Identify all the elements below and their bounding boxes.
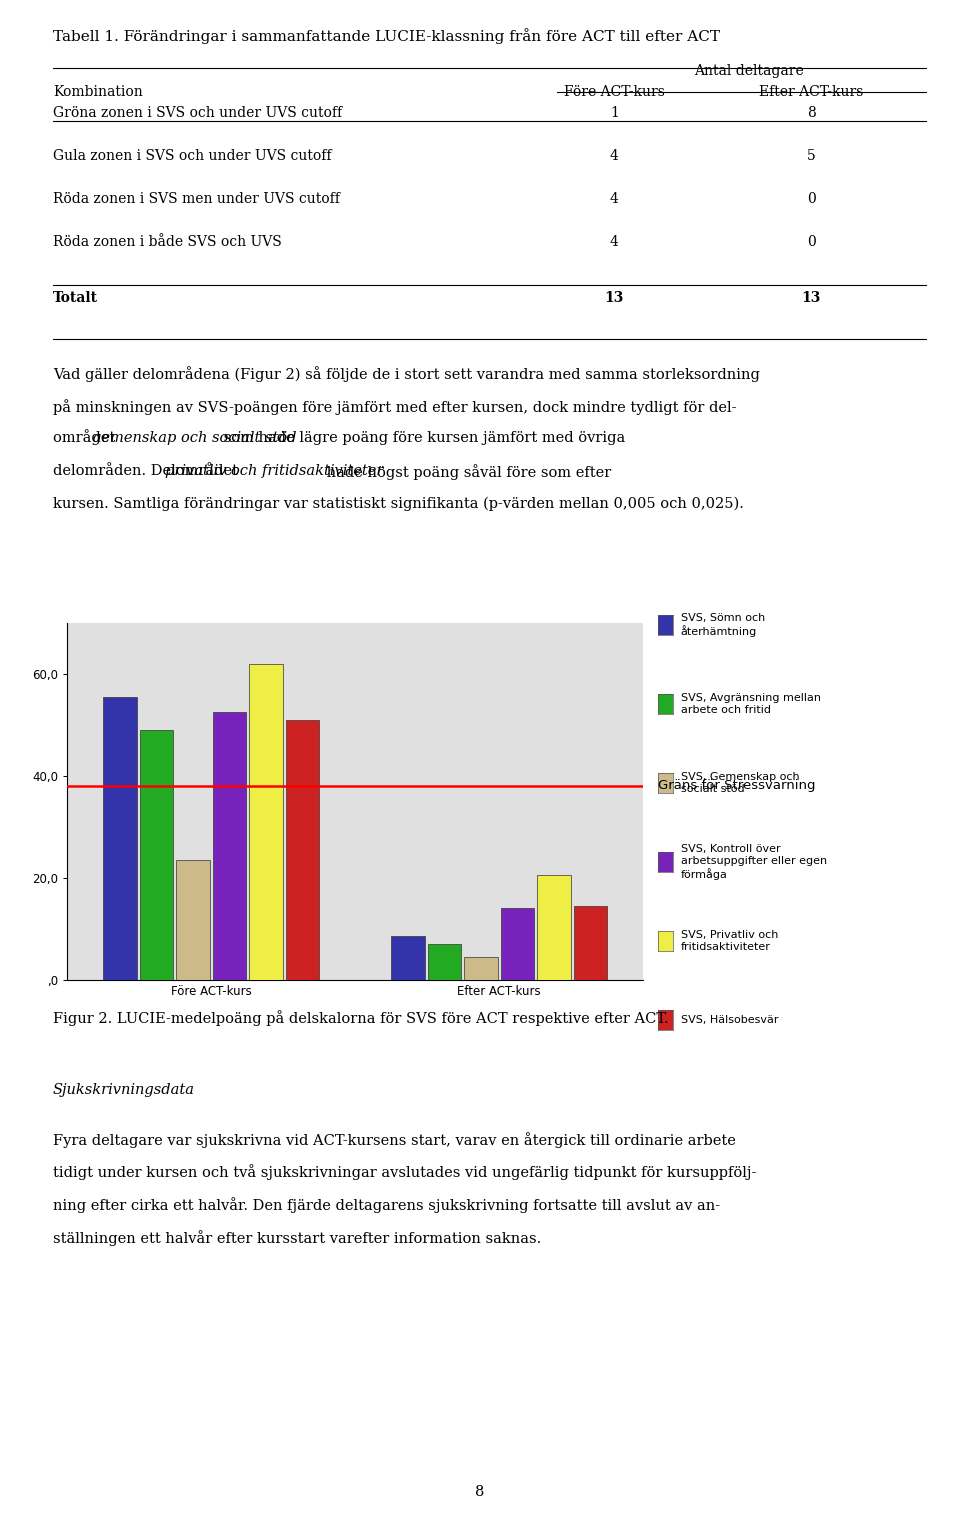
Text: 8: 8 bbox=[806, 106, 816, 120]
Text: Vad gäller delområdena (Figur 2) så följde de i stort sett varandra med samma st: Vad gäller delområdena (Figur 2) så följ… bbox=[53, 366, 759, 381]
Text: Fyra deltagare var sjukskrivna vid ACT-kursens start, varav en återgick till ord: Fyra deltagare var sjukskrivna vid ACT-k… bbox=[53, 1132, 735, 1147]
Text: på minskningen av SVS-poängen före jämfört med efter kursen, dock mindre tydligt: på minskningen av SVS-poängen före jämfö… bbox=[53, 398, 736, 415]
Text: SVS, Gemenskap och
socialt stöd: SVS, Gemenskap och socialt stöd bbox=[681, 772, 800, 794]
Text: hade högst poäng såväl före som efter: hade högst poäng såväl före som efter bbox=[322, 465, 611, 480]
Text: tidigt under kursen och två sjukskrivningar avslutades vid ungefärlig tidpunkt f: tidigt under kursen och två sjukskrivnin… bbox=[53, 1164, 756, 1180]
Text: gemenskap och socialt stöd: gemenskap och socialt stöd bbox=[92, 431, 297, 445]
Text: Figur 2. LUCIE-medelpoäng på delskalorna för SVS före ACT respektive efter ACT.: Figur 2. LUCIE-medelpoäng på delskalorna… bbox=[53, 1010, 668, 1025]
Text: Gröna zonen i SVS och under UVS cutoff: Gröna zonen i SVS och under UVS cutoff bbox=[53, 106, 342, 120]
Text: 0: 0 bbox=[806, 235, 816, 249]
Bar bbox=[140, 731, 173, 980]
Bar bbox=[177, 860, 209, 980]
Text: kursen. Samtliga förändringar var statistiskt signifikanta (p-värden mellan 0,00: kursen. Samtliga förändringar var statis… bbox=[53, 497, 744, 510]
Text: ning efter cirka ett halvår. Den fjärde deltagarens sjukskrivning fortsatte till: ning efter cirka ett halvår. Den fjärde … bbox=[53, 1197, 720, 1212]
Text: 13: 13 bbox=[802, 292, 821, 305]
Text: SVS, Privatliv och
fritidsaktiviteter: SVS, Privatliv och fritidsaktiviteter bbox=[681, 930, 778, 952]
Text: Totalt: Totalt bbox=[53, 292, 98, 305]
Bar bbox=[392, 936, 424, 980]
Bar bbox=[501, 908, 534, 980]
Text: 4: 4 bbox=[610, 235, 619, 249]
Text: 4: 4 bbox=[610, 193, 619, 207]
Text: Efter ACT-kurs: Efter ACT-kurs bbox=[759, 85, 863, 99]
Text: området: området bbox=[53, 431, 120, 445]
Text: SVS, Kontroll över
arbetsuppgifter eller egen
förmåga: SVS, Kontroll över arbetsuppgifter eller… bbox=[681, 845, 827, 880]
Text: Sjukskrivningsdata: Sjukskrivningsdata bbox=[53, 1083, 195, 1097]
Text: Antal deltagare: Antal deltagare bbox=[694, 64, 804, 77]
Bar bbox=[428, 943, 461, 980]
Bar bbox=[538, 875, 570, 980]
Bar bbox=[286, 720, 319, 980]
Text: Röda zonen i både SVS och UVS: Röda zonen i både SVS och UVS bbox=[53, 235, 281, 249]
Text: Gräns för Stressvarning: Gräns för Stressvarning bbox=[658, 779, 815, 793]
Text: ställningen ett halvår efter kursstart varefter information saknas.: ställningen ett halvår efter kursstart v… bbox=[53, 1230, 541, 1246]
Text: 8: 8 bbox=[475, 1486, 485, 1499]
Text: 5: 5 bbox=[806, 149, 816, 163]
Bar bbox=[213, 712, 246, 980]
Text: SVS, Sömn och
återhämtning: SVS, Sömn och återhämtning bbox=[681, 614, 765, 636]
Text: SVS, Hälsobesvär: SVS, Hälsobesvär bbox=[681, 1015, 779, 1025]
Bar bbox=[465, 957, 497, 980]
Text: SVS, Avgränsning mellan
arbete och fritid: SVS, Avgränsning mellan arbete och friti… bbox=[681, 693, 821, 715]
Bar bbox=[574, 905, 607, 980]
Text: Kombination: Kombination bbox=[53, 85, 142, 99]
Text: Röda zonen i SVS men under UVS cutoff: Röda zonen i SVS men under UVS cutoff bbox=[53, 193, 340, 207]
Bar bbox=[104, 697, 136, 980]
Text: delområden. Delområdet: delområden. Delområdet bbox=[53, 465, 243, 478]
Text: som hade lägre poäng före kursen jämfört med övriga: som hade lägre poäng före kursen jämfört… bbox=[219, 431, 625, 445]
Text: 1: 1 bbox=[610, 106, 619, 120]
Text: 0: 0 bbox=[806, 193, 816, 207]
Text: Tabell 1. Förändringar i sammanfattande LUCIE-klassning från före ACT till efter: Tabell 1. Förändringar i sammanfattande … bbox=[53, 29, 720, 44]
Text: Gula zonen i SVS och under UVS cutoff: Gula zonen i SVS och under UVS cutoff bbox=[53, 149, 331, 163]
Text: 13: 13 bbox=[605, 292, 624, 305]
Text: privatliv och fritidsaktiviteter: privatliv och fritidsaktiviteter bbox=[165, 465, 384, 478]
Text: Före ACT-kurs: Före ACT-kurs bbox=[564, 85, 665, 99]
Bar bbox=[250, 664, 282, 980]
Text: 4: 4 bbox=[610, 149, 619, 163]
